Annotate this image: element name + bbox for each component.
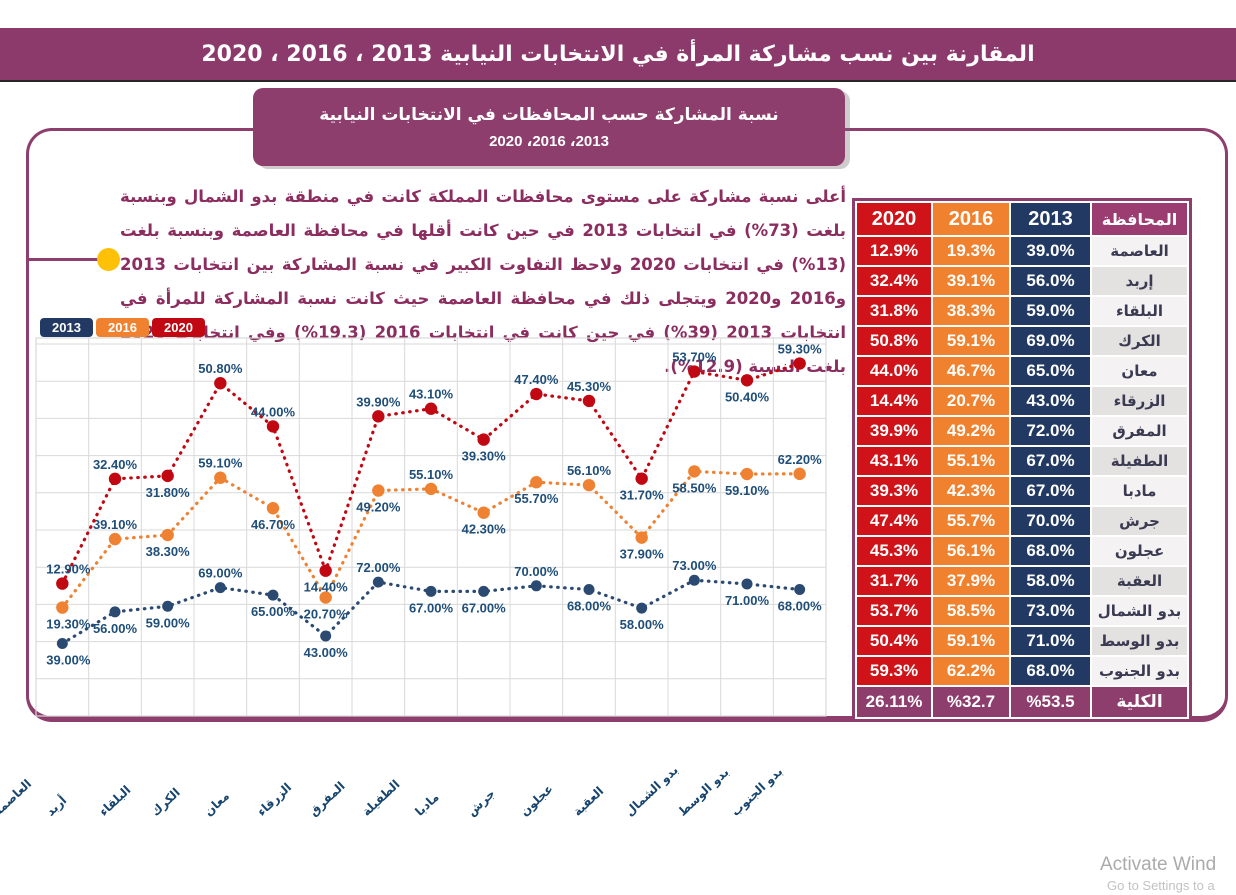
- table-total-2020: 26.11%: [857, 687, 931, 717]
- table-cell-2013: 69.0%: [1011, 327, 1090, 355]
- table-cell-governorate: المفرق: [1092, 417, 1187, 445]
- table-cell-2020: 31.8%: [857, 297, 931, 325]
- table-cell-2016: 19.3%: [933, 237, 1009, 265]
- subtitle-line2: 2013، 2016، 2020: [489, 132, 609, 150]
- table-cell-2013: 43.0%: [1011, 387, 1090, 415]
- legend-pill-2016: 2016: [96, 318, 149, 337]
- chart-legend: 2013 2016 2020: [40, 318, 205, 337]
- table-cell-2013: 58.0%: [1011, 567, 1090, 595]
- table-total-2016: %32.7: [933, 687, 1009, 717]
- yellow-bullet-icon: [97, 248, 120, 271]
- table-header-2013: 2013: [1011, 203, 1090, 235]
- table-cell-2013: 70.0%: [1011, 507, 1090, 535]
- table-cell-2016: 59.1%: [933, 627, 1009, 655]
- table-cell-2016: 55.7%: [933, 507, 1009, 535]
- table-cell-2020: 47.4%: [857, 507, 931, 535]
- table-cell-2013: 67.0%: [1011, 447, 1090, 475]
- summary-note: أعلى نسبة مشاركة على مستوى محافظات الممل…: [120, 187, 846, 376]
- table-cell-2020: 50.4%: [857, 627, 931, 655]
- subtitle-line1: نسبة المشاركة حسب المحافظات في الانتخابا…: [319, 104, 779, 125]
- table-total-label: الكلية: [1092, 687, 1187, 717]
- table-cell-governorate: العقبة: [1092, 567, 1187, 595]
- table-cell-2013: 67.0%: [1011, 477, 1090, 505]
- table-cell-governorate: بدو الشمال: [1092, 597, 1187, 625]
- table-cell-2016: 58.5%: [933, 597, 1009, 625]
- table-cell-governorate: عجلون: [1092, 537, 1187, 565]
- table-total-2013: %53.5: [1011, 687, 1090, 717]
- table-cell-governorate: البلقاء: [1092, 297, 1187, 325]
- table-cell-governorate: بدو الجنوب: [1092, 657, 1187, 685]
- table-cell-2020: 31.7%: [857, 567, 931, 595]
- subtitle-box: نسبة المشاركة حسب المحافظات في الانتخابا…: [253, 88, 845, 166]
- table-cell-2016: 62.2%: [933, 657, 1009, 685]
- table-header-2016: 2016: [933, 203, 1009, 235]
- title-underline: [0, 80, 1236, 82]
- table-cell-2020: 12.9%: [857, 237, 931, 265]
- legend-pill-2020: 2020: [152, 318, 205, 337]
- table-cell-2016: 39.1%: [933, 267, 1009, 295]
- table-cell-2016: 38.3%: [933, 297, 1009, 325]
- table-cell-2013: 65.0%: [1011, 357, 1090, 385]
- bullet-connector-line: [29, 258, 99, 261]
- table-cell-2013: 59.0%: [1011, 297, 1090, 325]
- table-cell-2020: 39.3%: [857, 477, 931, 505]
- table-cell-governorate: العاصمة: [1092, 237, 1187, 265]
- page-title: المقارنة بين نسب مشاركة المرأة في الانتخ…: [201, 41, 1035, 67]
- table-cell-governorate: بدو الوسط: [1092, 627, 1187, 655]
- table-cell-2016: 56.1%: [933, 537, 1009, 565]
- legend-pill-2013: 2013: [40, 318, 93, 337]
- activate-windows-watermark: Activate Wind: [1100, 854, 1217, 875]
- table-cell-2020: 44.0%: [857, 357, 931, 385]
- table-cell-2013: 72.0%: [1011, 417, 1090, 445]
- table-cell-governorate: جرش: [1092, 507, 1187, 535]
- table-cell-governorate: الكرك: [1092, 327, 1187, 355]
- table-cell-2020: 39.9%: [857, 417, 931, 445]
- participation-table: 2020 2016 2013 المحافظة 12.9% 19.3% 39.0% العاص…: [852, 198, 1192, 722]
- table-cell-2016: 55.1%: [933, 447, 1009, 475]
- table-cell-2016: 42.3%: [933, 477, 1009, 505]
- go-to-settings-watermark: Go to Settings to a: [1107, 878, 1215, 893]
- table-cell-2013: 68.0%: [1011, 657, 1090, 685]
- table-cell-2013: 73.0%: [1011, 597, 1090, 625]
- table-cell-2020: 32.4%: [857, 267, 931, 295]
- table-cell-2013: 56.0%: [1011, 267, 1090, 295]
- table-cell-governorate: الزرقاء: [1092, 387, 1187, 415]
- table-cell-2016: 46.7%: [933, 357, 1009, 385]
- table-cell-governorate: معان: [1092, 357, 1187, 385]
- table-cell-2020: 14.4%: [857, 387, 931, 415]
- table-cell-2016: 49.2%: [933, 417, 1009, 445]
- table-cell-2013: 68.0%: [1011, 537, 1090, 565]
- table-cell-2020: 59.3%: [857, 657, 931, 685]
- table-cell-2020: 53.7%: [857, 597, 931, 625]
- table-cell-2013: 39.0%: [1011, 237, 1090, 265]
- table-header-governorate: المحافظة: [1092, 203, 1187, 235]
- table-cell-governorate: الطفيلة: [1092, 447, 1187, 475]
- table-cell-2020: 50.8%: [857, 327, 931, 355]
- table-cell-2020: 45.3%: [857, 537, 931, 565]
- table-header-2020: 2020: [857, 203, 931, 235]
- table-cell-governorate: مادبا: [1092, 477, 1187, 505]
- title-bar: المقارنة بين نسب مشاركة المرأة في الانتخ…: [0, 28, 1236, 80]
- table-cell-2020: 43.1%: [857, 447, 931, 475]
- table-cell-2016: 37.9%: [933, 567, 1009, 595]
- table-cell-2016: 20.7%: [933, 387, 1009, 415]
- table-cell-2016: 59.1%: [933, 327, 1009, 355]
- table-cell-2013: 71.0%: [1011, 627, 1090, 655]
- table-cell-governorate: إربد: [1092, 267, 1187, 295]
